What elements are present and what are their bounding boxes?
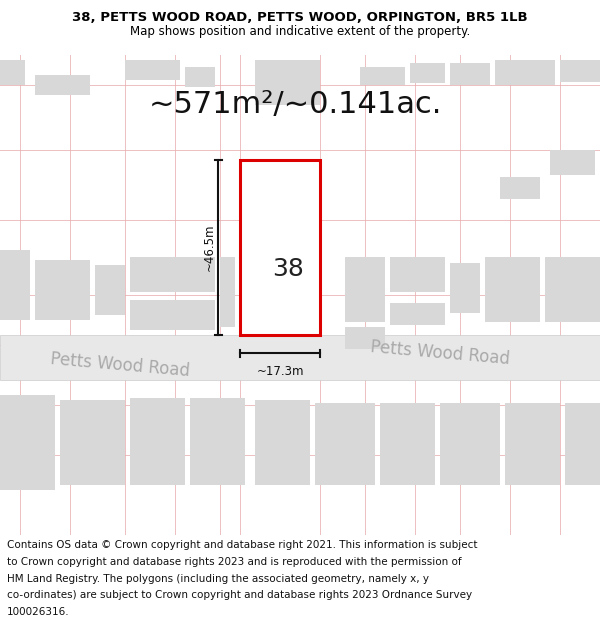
Bar [35, 75, 90, 95]
Bar [240, 160, 320, 335]
Bar [255, 403, 310, 485]
Bar [485, 257, 540, 322]
Bar [560, 60, 600, 82]
Bar [135, 465, 160, 480]
Bar [0, 60, 25, 85]
Bar [130, 398, 185, 406]
Text: Petts Wood Road: Petts Wood Road [50, 350, 190, 380]
Bar [35, 260, 90, 320]
Bar [390, 303, 445, 325]
Text: Map shows position and indicative extent of the property.: Map shows position and indicative extent… [130, 24, 470, 38]
Bar [260, 465, 285, 480]
Bar [60, 465, 85, 480]
Text: 100026316.: 100026316. [7, 607, 70, 617]
Bar [190, 398, 245, 406]
Bar [195, 465, 220, 480]
Bar [185, 67, 215, 87]
Bar [550, 150, 595, 175]
Bar [545, 257, 600, 322]
Bar [345, 327, 385, 349]
Bar [220, 257, 235, 327]
Text: ~17.3m: ~17.3m [256, 365, 304, 378]
Text: co-ordinates) are subject to Crown copyright and database rights 2023 Ordnance S: co-ordinates) are subject to Crown copyr… [7, 591, 472, 601]
Bar [345, 257, 385, 322]
Bar [440, 403, 500, 485]
Bar [495, 60, 555, 85]
Bar [0, 335, 600, 380]
Text: ~571m²/~0.141ac.: ~571m²/~0.141ac. [148, 91, 442, 119]
Bar [125, 60, 180, 80]
Bar [60, 405, 125, 485]
Bar [500, 177, 540, 199]
Bar [90, 465, 120, 480]
Text: ~46.5m: ~46.5m [203, 224, 215, 271]
Bar [190, 400, 245, 485]
Bar [130, 257, 215, 292]
Bar [380, 403, 435, 485]
Bar [95, 265, 125, 315]
Bar [360, 67, 405, 85]
Bar [390, 257, 445, 292]
Bar [255, 60, 320, 105]
Text: 38, PETTS WOOD ROAD, PETTS WOOD, ORPINGTON, BR5 1LB: 38, PETTS WOOD ROAD, PETTS WOOD, ORPINGT… [72, 11, 528, 24]
Bar [315, 403, 375, 485]
Text: HM Land Registry. The polygons (including the associated geometry, namely x, y: HM Land Registry. The polygons (includin… [7, 574, 429, 584]
Bar [450, 263, 480, 313]
Text: Contains OS data © Crown copyright and database right 2021. This information is : Contains OS data © Crown copyright and d… [7, 541, 478, 551]
Bar [60, 400, 125, 408]
Bar [0, 395, 55, 490]
Bar [0, 250, 30, 320]
Text: 38: 38 [272, 256, 304, 281]
Bar [410, 63, 445, 83]
Bar [130, 405, 185, 485]
Bar [505, 403, 560, 485]
Bar [130, 300, 215, 330]
Text: Petts Wood Road: Petts Wood Road [370, 338, 511, 368]
Bar [565, 403, 600, 485]
Bar [450, 63, 490, 85]
Bar [255, 400, 310, 405]
Text: to Crown copyright and database rights 2023 and is reproduced with the permissio: to Crown copyright and database rights 2… [7, 557, 462, 567]
Bar [0, 65, 20, 80]
